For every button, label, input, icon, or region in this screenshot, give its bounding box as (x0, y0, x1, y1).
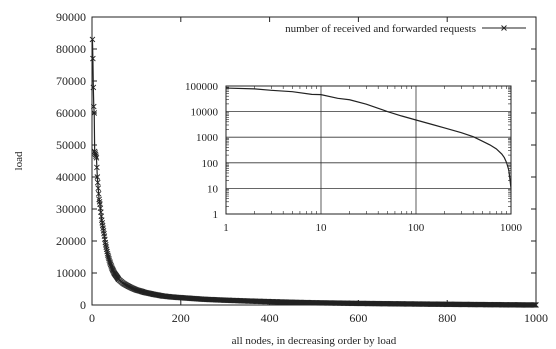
inset-background (168, 76, 519, 234)
main-data-point (89, 36, 96, 43)
inset-y-tick-label: 1 (213, 209, 219, 221)
main-y-tick-label: 30000 (56, 202, 86, 216)
main-y-tick-label: 70000 (56, 74, 86, 88)
main-data-point (94, 174, 101, 180)
main-y-tick-label: 80000 (56, 42, 86, 56)
main-y-tick-label: 60000 (56, 106, 86, 120)
main-data-point (103, 244, 110, 250)
main-data-point (92, 151, 99, 158)
inset-x-tick-label: 1000 (500, 222, 523, 234)
main-data-point (106, 255, 112, 262)
inset-y-ticks: 1 10 100 1000 10000 100000 (185, 81, 511, 221)
main-data-point (95, 185, 102, 192)
inset-plot-frame (225, 85, 512, 215)
inset-y-tick-label: 100 (202, 158, 219, 170)
inset-x-ticks: 1 10 100 1000 (223, 86, 523, 234)
legend-marker-glyph (501, 25, 507, 31)
main-data-point (91, 110, 98, 116)
inset-plot: 1 10 100 1000 10000 100000 1 10 100 1000 (168, 76, 523, 234)
main-y-ticks: 0 10000 20000 30000 40000 50000 60000 70000 8000… (56, 10, 536, 312)
y-axis-label: load (13, 151, 25, 170)
main-data-point (104, 250, 111, 257)
main-y-tick-label: 40000 (56, 170, 86, 184)
legend-marker (501, 25, 507, 31)
main-x-tick-label: 1000 (524, 311, 548, 325)
main-data-point (95, 190, 102, 197)
main-x-tick-label: 200 (172, 311, 190, 325)
main-data-point (94, 164, 100, 171)
main-y-tick-label: 90000 (56, 10, 86, 24)
main-y-tick-label: 20000 (56, 234, 86, 248)
main-x-ticks: 0 200 400 600 800 1000 (89, 17, 548, 325)
main-data-point (530, 302, 537, 308)
main-plot: 0100002000030000400005000060000700008000… (56, 10, 548, 325)
main-data-point (92, 150, 98, 156)
inset-series-line (225, 87, 512, 189)
main-y-tick-label: 0 (80, 298, 86, 312)
inset-y-tick-label: 1000 (196, 132, 219, 144)
main-series-group (89, 36, 539, 308)
main-data-point (531, 302, 538, 308)
main-x-tick-label: 0 (89, 311, 95, 325)
inset-x-tick-label: 10 (316, 222, 328, 234)
inset-y-tick-label: 10 (207, 183, 219, 195)
main-data-point (94, 179, 101, 186)
main-data-point (532, 302, 538, 308)
inset-x-tick-label: 1 (223, 222, 229, 234)
main-x-tick-label: 800 (438, 311, 456, 325)
main-data-point (93, 154, 100, 161)
inset-y-tick-label: 100000 (185, 81, 219, 93)
inset-x-tick-label: 100 (408, 222, 425, 234)
main-data-point (90, 55, 96, 62)
legend: number of received and forwarded request… (285, 23, 526, 35)
inset-series-group (225, 87, 512, 189)
main-data-point (93, 153, 99, 160)
legend-label: number of received and forwarded request… (285, 23, 476, 35)
main-data-point (90, 103, 97, 110)
main-data-point (102, 239, 109, 246)
main-data-point (533, 302, 539, 308)
inset-y-tick-label: 10000 (191, 107, 219, 119)
x-axis-label: all nodes, in decreasing order by load (232, 335, 397, 347)
main-x-tick-label: 400 (261, 311, 279, 325)
main-data-point (105, 252, 111, 259)
main-x-tick-label: 600 (349, 311, 367, 325)
main-y-tick-label: 50000 (56, 138, 86, 152)
main-y-tick-label: 10000 (56, 266, 86, 280)
main-data-point (91, 148, 98, 155)
main-data-point (90, 84, 97, 91)
main-data-point (102, 242, 109, 248)
main-data-point (105, 254, 112, 260)
main-data-point (103, 246, 110, 253)
